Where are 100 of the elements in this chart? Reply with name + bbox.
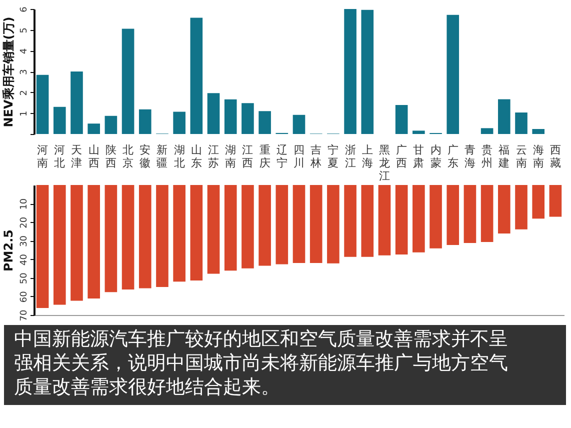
y-tick-label: 2: [20, 90, 30, 96]
x-tick-label: 宁夏: [328, 144, 339, 170]
x-tick-label: 湖北: [174, 144, 185, 170]
x-tick-label: 天津: [71, 144, 82, 170]
bar: [190, 18, 203, 134]
y-tick-label: 4: [20, 48, 30, 54]
bar: [104, 116, 118, 134]
x-tick-label: 浙江: [344, 144, 356, 170]
x-tick-label: 海南: [532, 144, 544, 170]
bar: [361, 185, 374, 257]
bar: [446, 185, 460, 245]
bar: [70, 185, 83, 301]
bar: [122, 185, 134, 290]
bar: [242, 185, 254, 268]
bar: [532, 129, 545, 134]
x-tick-label: 甘肃: [413, 144, 424, 170]
bar: [138, 109, 152, 134]
text: 中国新能源汽车推广较好的地区和空气质量改善需求并不呈强相关关系，说明中国城市尚未将新能源车推广与地方空气质量改善需求很好地结合起来。: [14, 328, 508, 398]
bar: [224, 99, 237, 134]
bar: [515, 185, 528, 230]
bar: [173, 185, 186, 282]
bar: [156, 185, 168, 287]
bar: [395, 185, 408, 254]
bar: [549, 185, 562, 217]
y-tick-label: 20: [20, 216, 30, 228]
x-tick-label: 山东: [190, 144, 202, 170]
bar: [276, 185, 288, 264]
bar: [190, 185, 203, 280]
bar: [207, 93, 220, 134]
y-tick-label: 40: [20, 254, 30, 266]
x-tick-label: 湖南: [225, 144, 236, 170]
x-tick-label: 山西: [88, 144, 100, 170]
y-tick-label: 30: [20, 235, 30, 247]
bar: [292, 185, 306, 263]
x-tick-label: 吉林: [310, 144, 322, 170]
bar: [258, 111, 271, 134]
bar: [138, 185, 152, 288]
x-tick-label: 辽宁: [276, 144, 288, 170]
y-tick-label: 5: [20, 27, 30, 34]
bar: [36, 185, 49, 308]
y-axis-title: PM2.5: [2, 230, 16, 272]
bar: [122, 28, 134, 134]
y-tick-label: 60: [20, 290, 30, 303]
x-tick-label: 黑龙江: [378, 144, 390, 182]
y-tick-label: 70: [20, 310, 30, 322]
x-tick-label: 四川: [294, 144, 304, 170]
bar: [53, 106, 66, 134]
bar: [412, 130, 425, 134]
bar: [258, 185, 271, 266]
y-tick-label: 50: [20, 272, 30, 284]
x-tick-label: 重庆: [259, 144, 270, 170]
bar: [36, 74, 49, 134]
bar: [88, 185, 100, 298]
bar: [515, 112, 528, 134]
x-tick-label: 福建: [498, 144, 510, 170]
y-tick-label: 10: [20, 198, 30, 210]
x-tick-label: 内蒙: [430, 144, 442, 170]
x-tick-label: 新疆: [156, 144, 168, 170]
bar: [395, 105, 408, 134]
bar: [104, 185, 118, 292]
bar: [344, 185, 356, 257]
x-tick-label: 广东: [447, 144, 458, 170]
x-tick-label: 陕西: [105, 144, 116, 170]
bar: [446, 14, 460, 134]
bar: [480, 128, 494, 134]
bar: [242, 103, 254, 134]
bar: [464, 185, 476, 243]
bar: [430, 185, 442, 248]
x-tick-label: 广西: [396, 144, 408, 170]
x-tick-label: 北京: [122, 144, 134, 170]
x-tick-label: 青海: [464, 144, 476, 170]
y-tick-label: 1: [20, 110, 30, 117]
bar: [498, 185, 510, 234]
bar: [378, 185, 391, 256]
x-tick-label: 河北: [54, 144, 66, 170]
x-tick-label: 安徽: [140, 144, 151, 170]
bar: [207, 185, 220, 274]
bar: [361, 10, 374, 134]
bar: [292, 114, 306, 134]
y-axis-title: NEV乘用车销量(万): [2, 16, 16, 128]
x-tick-label: 云南: [516, 144, 527, 170]
x-tick-label: 江苏: [208, 144, 220, 170]
bar: [173, 112, 186, 134]
bar: [53, 185, 66, 305]
y-tick-label: 6: [20, 6, 30, 12]
x-tick-label: 河南: [37, 144, 48, 170]
x-tick-label: 西藏: [550, 144, 561, 170]
x-tick-label: 上海: [362, 144, 373, 170]
bar: [498, 99, 510, 134]
bar: [412, 185, 425, 252]
bar: [327, 185, 340, 264]
bar: [70, 72, 83, 134]
bar: [224, 185, 237, 271]
x-tick-label: 贵州: [482, 144, 493, 170]
bar: [480, 185, 494, 242]
bar: [532, 185, 545, 219]
bar: [344, 9, 356, 134]
x-tick-label: 江西: [242, 144, 254, 170]
bar: [310, 185, 322, 263]
bar: [88, 124, 100, 134]
